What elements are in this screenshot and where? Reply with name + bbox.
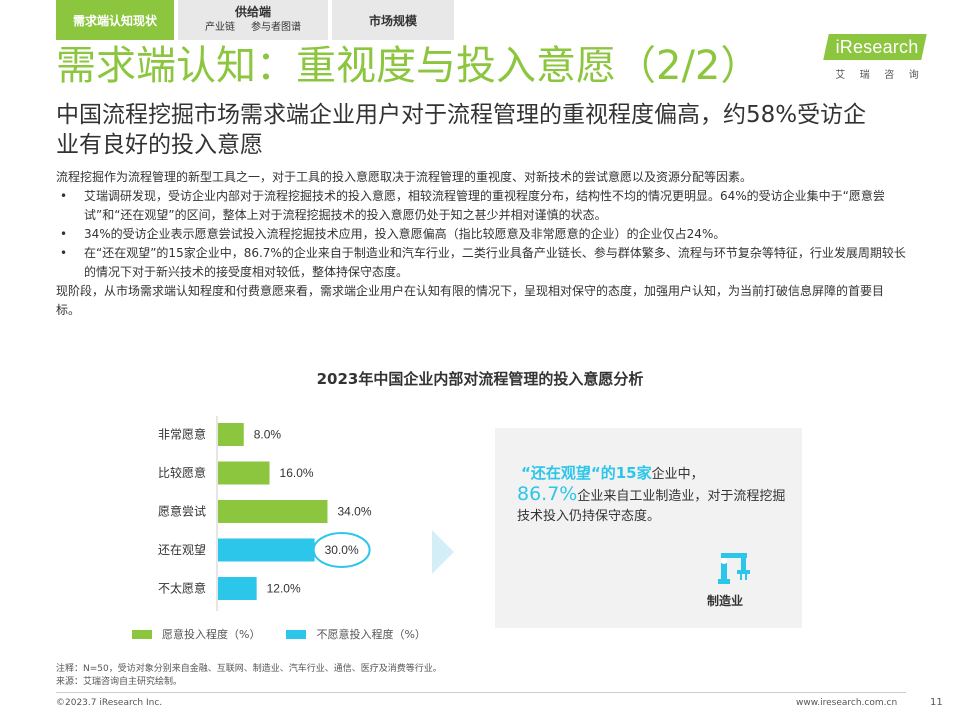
callout-highlight: “还在观望“的15家 [521,464,652,482]
logo-sub-char: 询 [908,70,919,81]
page-number: 11 [930,697,943,708]
tab-sub-participants-map[interactable]: 参与者图谱 [251,21,301,33]
bullet-item: • 在“还在观望”的15家企业中，86.7%的企业来自于制造业和汽车行业，二类行… [56,244,906,282]
bar [218,577,257,600]
category-label: 不太愿意 [158,581,206,596]
bullet-dot: • [60,189,68,203]
legend-label-unwilling: 不愿意投入程度（%） [316,628,426,641]
tab-sub-industry-chain[interactable]: 产业链 [205,21,235,33]
bar [218,500,328,523]
bar [218,423,244,446]
value-label: 30.0% [325,543,359,557]
body-intro: 流程挖掘作为流程管理的新型工具之一，对于工具的投入意愿取决于流程管理的重视度、对… [56,170,753,184]
bullet-dot: • [60,227,68,241]
footnotes: 注释：N=50，受访对象分别来自金融、互联网、制造业、汽车行业、通信、医疗及消费… [56,663,442,689]
bullet-dot: • [60,246,68,260]
legend-label-willing: 愿意投入程度（%） [162,628,261,641]
callout-percentage: 86.7% [517,483,578,505]
body-text: 流程挖掘作为流程管理的新型工具之一，对于工具的投入意愿取决于流程管理的重视度、对… [56,168,906,320]
logo-sub-char: 瑞 [859,70,870,81]
bullet-item: • 34%的受访企业表示愿意尝试投入流程挖掘技术应用，投入意愿偏高（指比较愿意及… [56,225,906,244]
highlight-ring [312,532,371,568]
bar [218,538,315,562]
footnote-note: 注释：N=50，受访对象分别来自金融、互联网、制造业、汽车行业、通信、医疗及消费… [56,664,442,674]
callout-line2-text: 企业来自工业制造业，对于流程挖掘技术投入仍持保守态度。 [517,489,786,524]
legend-item-unwilling: 不愿意投入程度（%） [286,626,426,642]
chevron-right-icon [432,530,454,574]
bullet-text: 艾瑞调研发现，受访企业内部对于流程挖掘技术的投入意愿，相较流程管理的重视程度分布… [84,189,885,222]
legend-swatch-green [132,629,152,639]
tab-supply-label: 供给端 [234,4,271,19]
value-label: 12.0% [267,582,301,596]
value-label: 16.0% [280,466,314,480]
body-conclusion: 现阶段，从市场需求端认知程度和付费意愿来看，需求端企业用户在认知有限的情况下，呈… [56,284,885,317]
value-label: 34.0% [337,505,371,519]
tab-supply[interactable]: 供给端 产业链 参与者图谱 [178,0,328,40]
logo-text: iResearch [835,37,919,57]
page-title: 需求端认知：重视度与投入意愿（2/2） [56,43,761,89]
tab-market-size-label: 市场规模 [368,13,417,28]
category-label: 比较愿意 [158,465,206,480]
logo-sub-char: 艾 [835,70,846,81]
bullet-text: 在“还在观望”的15家企业中，86.7%的企业来自于制造业和汽车行业，二类行业具… [84,246,906,279]
callout-icon-label: 制造业 [707,594,744,608]
top-tabs: 需求端认知现状 供给端 产业链 参与者图谱 市场规模 [56,0,454,40]
insight-callout: “还在观望“的15家企业中， 86.7%企业来自工业制造业，对于流程挖掘技术投入… [495,428,802,628]
callout-line2: 86.7%企业来自工业制造业，对于流程挖掘技术投入仍持保守态度。 [517,484,787,527]
tab-demand-cognition[interactable]: 需求端认知现状 [56,0,174,40]
bullet-item: • 艾瑞调研发现，受访企业内部对于流程挖掘技术的投入意愿，相较流程管理的重视程度… [56,187,906,225]
tab-supply-subs: 产业链 参与者图谱 [205,20,301,36]
category-label: 非常愿意 [158,427,206,442]
category-label: 愿意尝试 [158,504,206,519]
legend-item-willing: 愿意投入程度（%） [132,626,260,642]
bar [218,461,270,485]
investment-willingness-chart: 非常愿意 8.0% 比较愿意 16.0% 愿意尝试 34.0% 还在观望 30.0% 不太愿意 1… [100,416,420,616]
value-label: 8.0% [254,428,282,442]
callout-line1: “还在观望“的15家企业中， [521,462,704,483]
footer-divider [56,692,906,693]
legend-swatch-blue [286,629,307,639]
tab-market-size[interactable]: 市场规模 [332,0,454,40]
logo-subtext: 艾 瑞 咨 询 [828,66,926,81]
page-subtitle: 中国流程挖掘市场需求端企业用户对于流程管理的重视程度偏高，约58%受访企业有良好… [56,102,867,158]
copyright: ©2023.7 iResearch Inc. [56,698,163,708]
tab-demand-cognition-label: 需求端认知现状 [72,13,157,28]
chart-legend: 愿意投入程度（%） 不愿意投入程度（%） [132,626,426,642]
category-label: 还在观望 [158,543,206,557]
website-link[interactable]: www.iresearch.com.cn [796,698,898,708]
iresearch-logo: iResearch 艾 瑞 咨 询 [823,34,930,84]
chart-title: 2023年中国企业内部对流程管理的投入意愿分析 [316,370,644,388]
bar-chart-svg: 非常愿意 8.0% 比较愿意 16.0% 愿意尝试 34.0% 还在观望 30.0% 不太愿意 1… [158,416,372,611]
bullet-text: 34%的受访企业表示愿意尝试投入流程挖掘技术应用，投入意愿偏高（指比较愿意及非常… [84,227,726,241]
manufacturing-robot-arm-icon [718,553,750,584]
footnote-source: 来源：艾瑞咨询自主研究绘制。 [56,677,183,687]
logo-sub-char: 咨 [884,70,895,81]
callout-line1-rest: 企业中， [651,467,704,482]
